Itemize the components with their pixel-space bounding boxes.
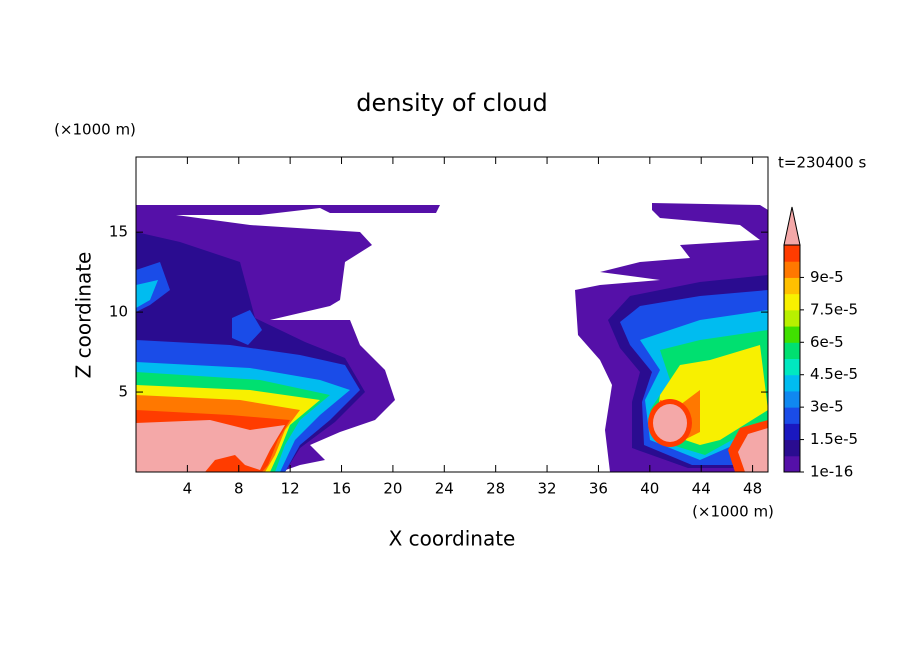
contour-field [136, 203, 768, 472]
y-tick-label: 15 [109, 223, 128, 241]
colorbar-band [784, 277, 800, 295]
y-axis-label: Z coordinate [72, 252, 96, 379]
colorbar-tick-label: 3e-5 [810, 398, 844, 416]
colorbar-frame [783, 244, 801, 473]
contour-fill [136, 420, 285, 472]
contour-fill [653, 404, 687, 442]
y-tick-label: 5 [118, 383, 128, 401]
colorbar-band [784, 439, 800, 457]
chart-title: density of cloud [356, 89, 547, 117]
colorbar-band [784, 423, 800, 441]
contour-fill [232, 310, 262, 345]
x-tick-label: 4 [183, 480, 193, 498]
x-unit: (×1000 m) [692, 503, 774, 521]
colorbar-band [784, 245, 800, 262]
colorbar-tick-label: 6e-5 [810, 333, 844, 351]
contour-fill [136, 280, 158, 308]
colorbar-band [784, 455, 800, 473]
x-tick-label: 8 [234, 480, 244, 498]
x-tick-label: 44 [692, 480, 711, 498]
colorbar-band [784, 358, 800, 376]
colorbar-band [784, 342, 800, 359]
x-tick-label: 48 [743, 480, 762, 498]
x-tick-label: 32 [538, 480, 557, 498]
colorbar-band [784, 407, 800, 424]
y-unit: (×1000 m) [54, 121, 136, 139]
colorbar-band [784, 326, 800, 343]
colorbar-band [784, 390, 800, 408]
colorbar-tick-label: 1.5e-5 [810, 430, 858, 448]
x-tick-label: 24 [435, 480, 454, 498]
plot-frame [135, 156, 769, 473]
y-tick-label: 10 [109, 303, 128, 321]
x-tick-label: 28 [486, 480, 505, 498]
x-tick-label: 40 [640, 480, 659, 498]
colorbar-tick-label: 4.5e-5 [810, 365, 858, 383]
x-tick-label: 20 [383, 480, 402, 498]
x-tick-label: 16 [332, 480, 351, 498]
colorbar-tick-label: 7.5e-5 [810, 300, 858, 318]
colorbar-tick-label: 1e-16 [810, 463, 853, 481]
x-tick-label: 36 [589, 480, 608, 498]
colorbar-tick-label: 9e-5 [810, 268, 844, 286]
x-axis-label: X coordinate [389, 527, 516, 551]
colorbar-overflow [783, 206, 801, 246]
colorbar-band [784, 261, 800, 278]
time-label: t=230400 s [778, 154, 866, 172]
x-tick-label: 12 [281, 480, 300, 498]
contour-fill [738, 428, 768, 472]
colorbar-band [784, 374, 800, 392]
colorbar-band [784, 309, 800, 327]
colorbar-band [784, 293, 800, 311]
